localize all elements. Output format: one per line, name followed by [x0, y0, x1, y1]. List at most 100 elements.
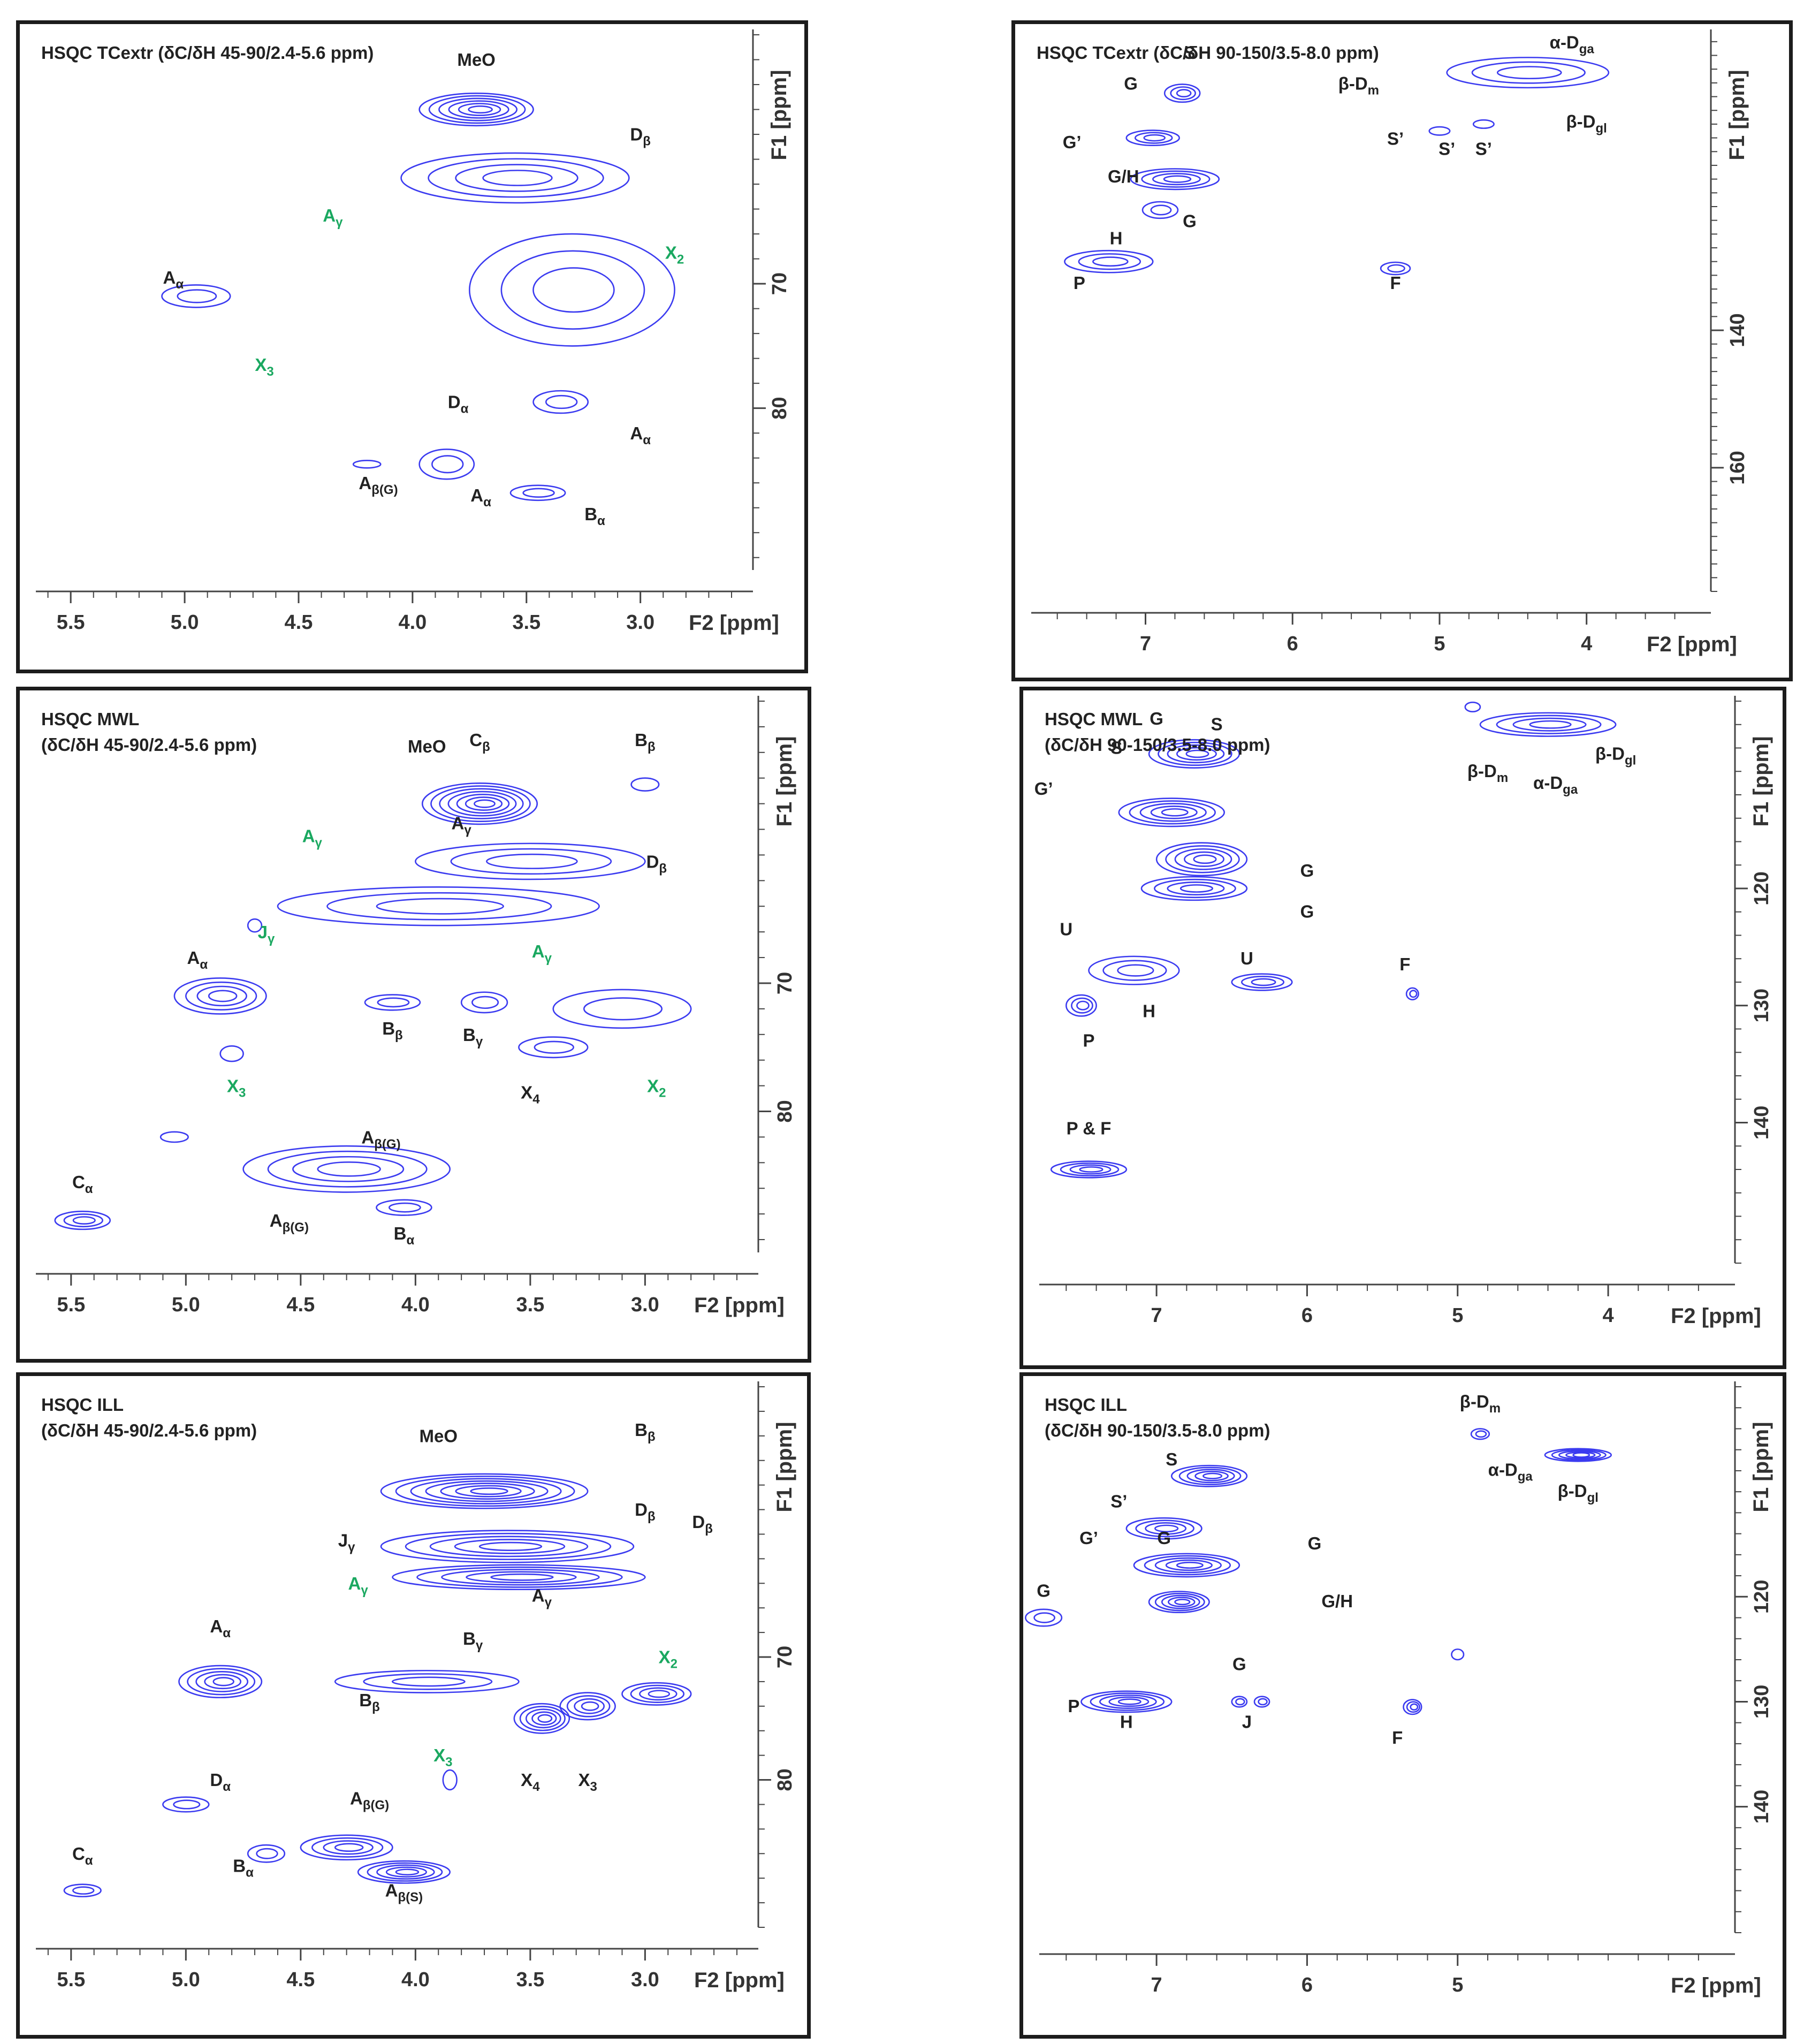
y-tick-label: 80	[774, 1100, 796, 1122]
plot-title: HSQC ILL (δC/δH 90-150/3.5-8.0 ppm)	[1045, 1392, 1270, 1443]
contour-peak-4-level-0	[1064, 249, 1154, 273]
contour-peak-8-level-2	[1069, 1164, 1112, 1175]
contour-peak-4-level-0	[1088, 955, 1180, 985]
contour-peak-6-level-1	[522, 488, 555, 498]
peak-label-7: S’	[1438, 139, 1455, 159]
peak-label-11: H	[1110, 229, 1123, 248]
axes: 5.5 5.0 4.5 4.0 3.5 3.0 F2 [ppm] 70 80 F1 [ppm]	[36, 29, 791, 635]
peak-label-13: P	[1083, 1030, 1095, 1050]
x-tick-label: 3.0	[631, 1969, 659, 1991]
y-tick-label: 70	[768, 272, 791, 295]
contour-peak-4-level-1	[545, 394, 578, 409]
x-tick-label: 3.5	[512, 611, 541, 634]
contour-peak-6-level-2	[1496, 66, 1562, 80]
contour-peak-0-level-0	[1163, 83, 1201, 103]
peak-label-1: G	[1124, 74, 1138, 94]
contour-peak-2-level-2	[1154, 1557, 1222, 1574]
x-axis-label: F2 [ppm]	[689, 611, 779, 635]
contour-peak-9-level-1	[367, 1862, 443, 1882]
x-tick-label: 6	[1287, 633, 1298, 655]
peak-label-0: Cβ	[469, 730, 490, 754]
peak-label-9: G	[1037, 1581, 1051, 1600]
contour-peak-4-level-2	[1092, 256, 1129, 267]
contour-peak-7-level-2	[1410, 1703, 1419, 1711]
contour-peak-0-level-5	[465, 796, 503, 811]
contour-peak-5-level-1	[1235, 1698, 1245, 1706]
contour-peak-6-level-0	[559, 1692, 616, 1721]
x-tick-label: 5	[1452, 1974, 1463, 1996]
contour-peak-0-level-5	[468, 105, 493, 114]
contour-peak-11-level-2	[292, 1156, 405, 1182]
contour-peak-1-level-3	[1154, 1524, 1179, 1533]
peak-label-1: S	[1166, 1449, 1177, 1469]
x-tick-label: 7	[1140, 633, 1151, 655]
contour-peak-1-level-4	[1161, 808, 1189, 817]
plot-title-line1: HSQC TCextr (δC/δH 90-150/3.5-8.0 ppm)	[1037, 43, 1379, 63]
contour-peak-7-level-0	[1428, 126, 1451, 136]
contour-peak-7-level-0	[1405, 987, 1419, 1001]
contour-peak-14-level-0	[159, 1131, 189, 1143]
contour-peak-0-level-3	[425, 1480, 549, 1502]
contour-peak-0-level-2	[438, 97, 518, 121]
spectrum-plot-p1: 5.5 5.0 4.5 4.0 3.5 3.0 F2 [ppm] 70 80 F1 [ppm] Me…	[36, 29, 791, 635]
contour-peak-2-level-3	[1184, 851, 1224, 867]
contour-peak-8-level-2	[323, 1840, 374, 1855]
contour-peak-0-level-4	[1202, 1472, 1223, 1479]
contour-peak-13-level-1	[63, 1213, 103, 1228]
contour-peak-8-level-3	[1079, 1166, 1103, 1173]
x-tick-label: 5.5	[57, 1969, 85, 1991]
contour-peak-5-level-3	[531, 1711, 557, 1726]
contour-peak-0-level-1	[1170, 86, 1196, 101]
peak-label-8: G	[1300, 902, 1314, 922]
x-tick-label: 5	[1434, 633, 1445, 655]
contour-peak-0-level-1	[395, 1476, 575, 1507]
contour-peak-2-level-0	[392, 1564, 646, 1591]
peak-label-5: Aγ	[348, 1574, 368, 1598]
peak-labels: G S S’ β-Dm α-Dga β-Dgl G’ G G U U F H P P & F	[1034, 709, 1636, 1138]
peak-label-8: Aβ(G)	[359, 473, 398, 497]
peak-label-10: G	[1183, 211, 1197, 231]
contour-peak-9-level-0	[1479, 712, 1617, 737]
y-tick-label: 140	[1750, 1106, 1773, 1139]
contour-peak-0-level-5	[455, 1485, 522, 1498]
plot-title-line1: HSQC ILL	[41, 1395, 124, 1415]
peak-label-5: X3	[255, 355, 273, 379]
contour-peak-2-level-3	[1163, 175, 1192, 183]
contour-peak-12-level-1	[173, 1799, 201, 1810]
contour-peak-11-level-0	[63, 1883, 102, 1897]
contour-peak-2-level-0	[1130, 168, 1220, 191]
peak-label-2: α-Dga	[1550, 33, 1595, 57]
contour-peak-1-level-2	[1143, 134, 1166, 142]
y-tick-label: 70	[774, 972, 796, 994]
peak-labels: β-Dm Sα-Dga β-Dgl S’ G’ G G G/H G G P H J F	[1037, 1392, 1599, 1747]
plot-title-line1: HSQC MWL	[41, 709, 140, 729]
contour-peak-5-level-1	[1387, 264, 1405, 273]
peak-label-2: α-Dga	[1488, 1460, 1533, 1484]
contour-peak-2-level-1	[1165, 845, 1240, 873]
panel-hsqc-ill-aliphatic: 5.5 5.0 4.5 4.0 3.5 3.0 F2 [ppm] 70 80 F1 [ppm] Me…	[16, 1372, 811, 2039]
contour-peak-7-level-1	[1409, 990, 1418, 998]
contour-peak-6-level-1	[1241, 976, 1285, 989]
contour-peak-5-level-0	[1065, 994, 1097, 1017]
contour-peak-9-level-1	[1551, 1449, 1607, 1461]
contour-peak-5-level-1	[519, 1706, 566, 1731]
peak-label-3: Aγ	[302, 826, 323, 850]
plot-title-line2: (δC/δH 90-150/3.5-8.0 ppm)	[1045, 1420, 1270, 1440]
peak-label-12: X4	[521, 1083, 540, 1107]
contour-peak-1-level-1	[1135, 1519, 1194, 1538]
contour-peak-5-level-1	[185, 981, 257, 1010]
contour-peak-3-level-4	[212, 1677, 234, 1686]
x-tick-label: 4.5	[286, 1294, 315, 1316]
contour-peak-9-level-1	[583, 997, 663, 1021]
contour-peak-5-level-2	[1076, 1000, 1090, 1010]
contour-peak-0-level-1	[430, 785, 531, 823]
contour-peak-0-level-2	[410, 1478, 562, 1504]
contour-peak-6-level-3	[581, 1701, 599, 1711]
plot-title: HSQC MWL (δC/δH 45-90/2.4-5.6 ppm)	[41, 706, 257, 758]
contour-peak-9-level-3	[1529, 720, 1572, 729]
contour-peak-2-level-1	[500, 250, 645, 330]
contour-peak-1-level-1	[1134, 132, 1173, 144]
x-tick-label: 6	[1301, 1974, 1313, 1996]
peak-label-5: β-Dgl	[1595, 743, 1636, 768]
